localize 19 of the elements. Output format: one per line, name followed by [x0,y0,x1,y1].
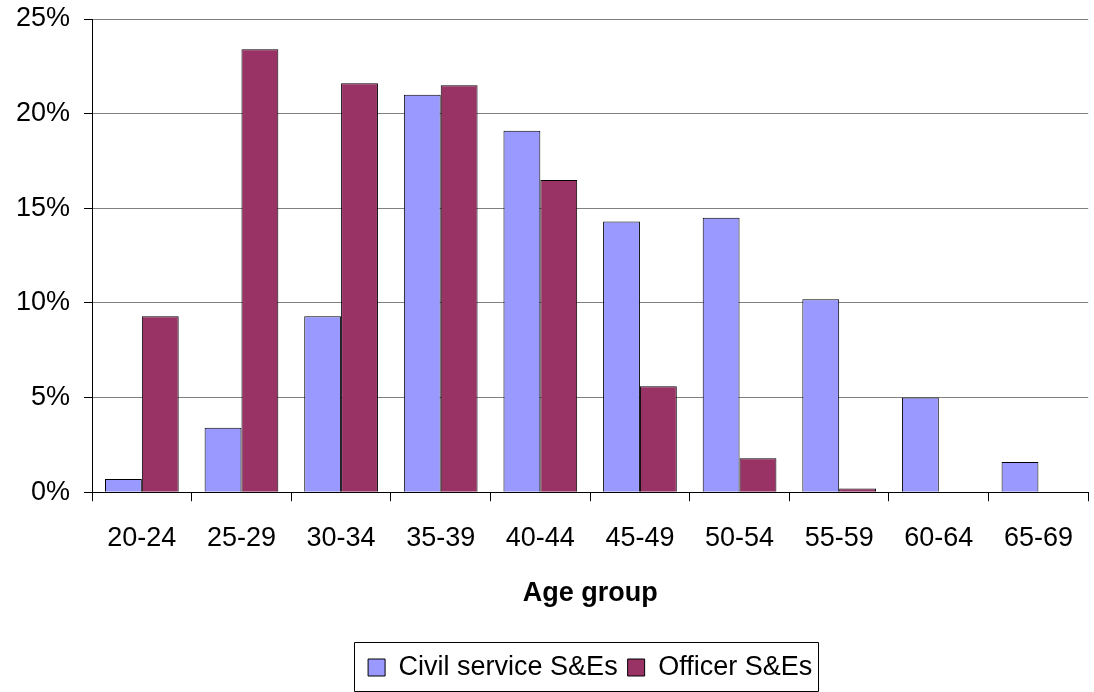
x-tick-label: 50-54 [705,521,775,552]
y-tick-label: 20% [15,97,71,128]
y-tick-label: 25% [15,2,71,33]
y-tick-label: 0% [31,475,71,506]
x-tick-label: 20-24 [107,521,177,552]
x-tick-label: 45-49 [605,521,675,552]
y-tick-label: 5% [31,381,71,412]
y-tick-label: 10% [15,286,71,317]
x-tick-label: 40-44 [505,521,575,552]
x-tick-label: 30-34 [306,521,376,552]
x-tick-label: 35-39 [406,521,476,552]
legend-label: Civil service S&Es [398,650,618,681]
x-tick-label: 60-64 [904,521,974,552]
legend-label: Officer S&Es [658,650,813,681]
x-tick-label: 25-29 [206,521,276,552]
x-tick-label: 65-69 [1003,521,1073,552]
y-tick-label: 15% [15,191,71,222]
x-tick-label: 55-59 [804,521,874,552]
x-axis-title: Age group [522,577,658,608]
